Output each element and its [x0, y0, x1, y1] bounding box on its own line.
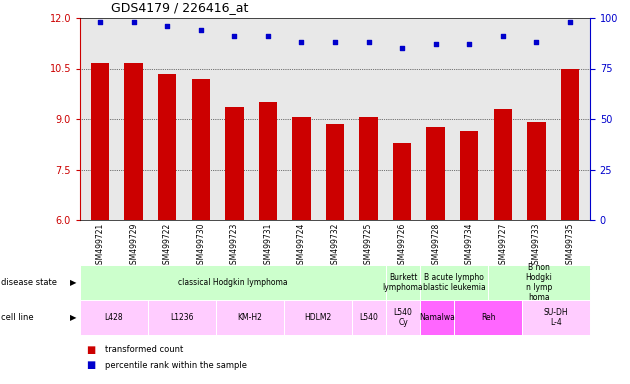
Point — [95, 19, 105, 25]
Text: disease state: disease state — [1, 278, 57, 287]
Text: B acute lympho
blastic leukemia: B acute lympho blastic leukemia — [423, 273, 485, 292]
Point — [196, 27, 206, 33]
Text: L540: L540 — [360, 313, 379, 322]
Bar — [326, 124, 344, 220]
Text: ■: ■ — [86, 360, 96, 370]
Text: ▶: ▶ — [71, 313, 77, 322]
Point — [431, 41, 441, 47]
Bar — [427, 127, 445, 220]
Text: Burkett
lymphoma: Burkett lymphoma — [382, 273, 423, 292]
Point — [531, 39, 541, 45]
Text: L428: L428 — [105, 313, 123, 322]
Text: percentile rank within the sample: percentile rank within the sample — [105, 361, 247, 369]
Bar — [125, 63, 143, 220]
Bar — [225, 107, 244, 220]
Text: ▶: ▶ — [71, 278, 77, 287]
Bar — [158, 74, 176, 220]
Point — [498, 33, 508, 39]
Text: GDS4179 / 226416_at: GDS4179 / 226416_at — [112, 1, 249, 14]
Point — [464, 41, 474, 47]
Point — [330, 39, 340, 45]
Point — [129, 19, 139, 25]
Text: Namalwa: Namalwa — [419, 313, 455, 322]
Point — [229, 33, 239, 39]
Bar — [527, 122, 546, 220]
Text: SU-DH
L-4: SU-DH L-4 — [544, 308, 568, 327]
Point — [397, 45, 407, 51]
Text: B non
Hodgki
n lymp
homa: B non Hodgki n lymp homa — [525, 263, 553, 301]
Text: L540
Cy: L540 Cy — [394, 308, 413, 327]
Bar — [91, 63, 110, 220]
Point — [565, 19, 575, 25]
Bar — [292, 118, 311, 220]
Point — [263, 33, 273, 39]
Text: ■: ■ — [86, 345, 96, 355]
Text: transformed count: transformed count — [105, 346, 183, 354]
Bar — [259, 102, 277, 220]
Text: KM-H2: KM-H2 — [238, 313, 263, 322]
Point — [364, 39, 374, 45]
Bar — [359, 118, 378, 220]
Text: HDLM2: HDLM2 — [304, 313, 331, 322]
Bar — [393, 142, 411, 220]
Bar — [493, 109, 512, 220]
Text: classical Hodgkin lymphoma: classical Hodgkin lymphoma — [178, 278, 288, 287]
Bar — [460, 131, 478, 220]
Text: cell line: cell line — [1, 313, 33, 322]
Point — [296, 39, 306, 45]
Point — [162, 23, 172, 29]
Bar — [561, 68, 579, 220]
Bar — [192, 79, 210, 220]
Text: Reh: Reh — [481, 313, 495, 322]
Text: L1236: L1236 — [170, 313, 194, 322]
